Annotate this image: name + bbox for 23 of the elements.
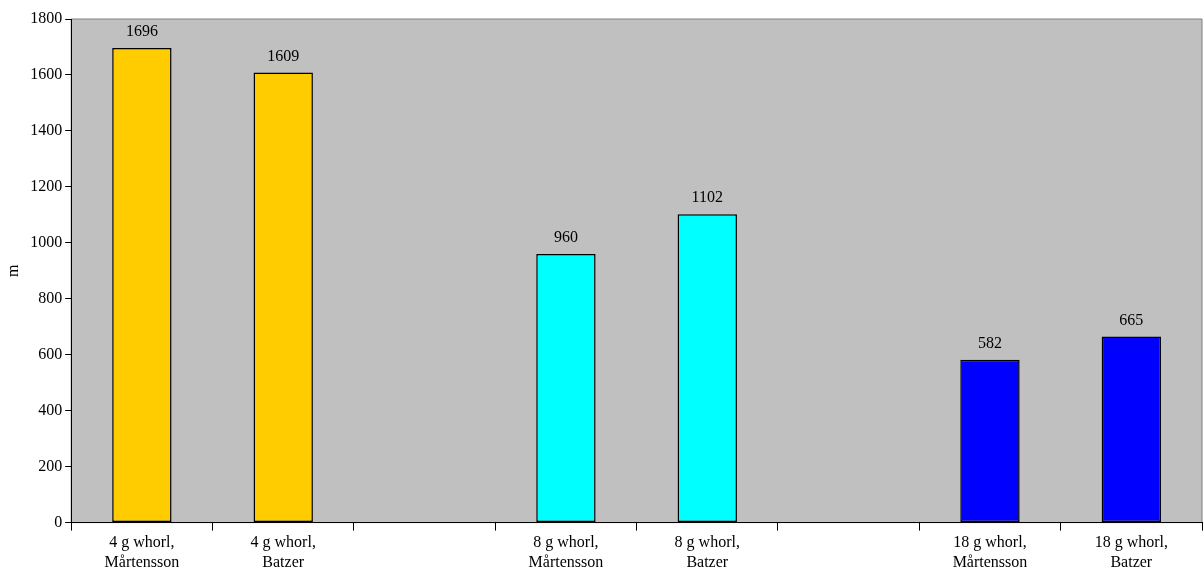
y-tick-label: 1200 — [30, 177, 63, 195]
y-axis-title: m — [3, 264, 21, 278]
y-tick-label: 800 — [38, 288, 63, 306]
x-tick-label: 4 g whorl, Mårtensson — [104, 533, 180, 570]
y-tick-label: 1600 — [30, 65, 63, 83]
x-tick-label: 18 g whorl, Batzer — [1094, 533, 1168, 570]
y-tick-label: 0 — [54, 512, 63, 530]
y-tick-label: 200 — [38, 456, 63, 474]
y-tick-label: 1800 — [30, 9, 63, 27]
data-label: 960 — [553, 228, 578, 246]
data-label: 582 — [977, 333, 1002, 351]
data-label: 1609 — [267, 46, 300, 64]
data-label: 665 — [1119, 310, 1144, 328]
x-tick-label: 4 g whorl, Batzer — [250, 533, 316, 570]
y-tick-label: 600 — [38, 344, 63, 362]
y-tick-label: 1400 — [30, 121, 63, 139]
x-tick-label: 8 g whorl, Mårtensson — [528, 533, 604, 570]
y-tick-label: 1000 — [30, 233, 63, 251]
data-label: 1102 — [691, 188, 723, 206]
x-tick-label: 8 g whorl, Batzer — [674, 533, 740, 570]
data-label: 1696 — [125, 22, 158, 40]
y-tick-label: 400 — [38, 400, 63, 418]
x-tick-label: 18 g whorl, Mårtensson — [952, 533, 1028, 570]
